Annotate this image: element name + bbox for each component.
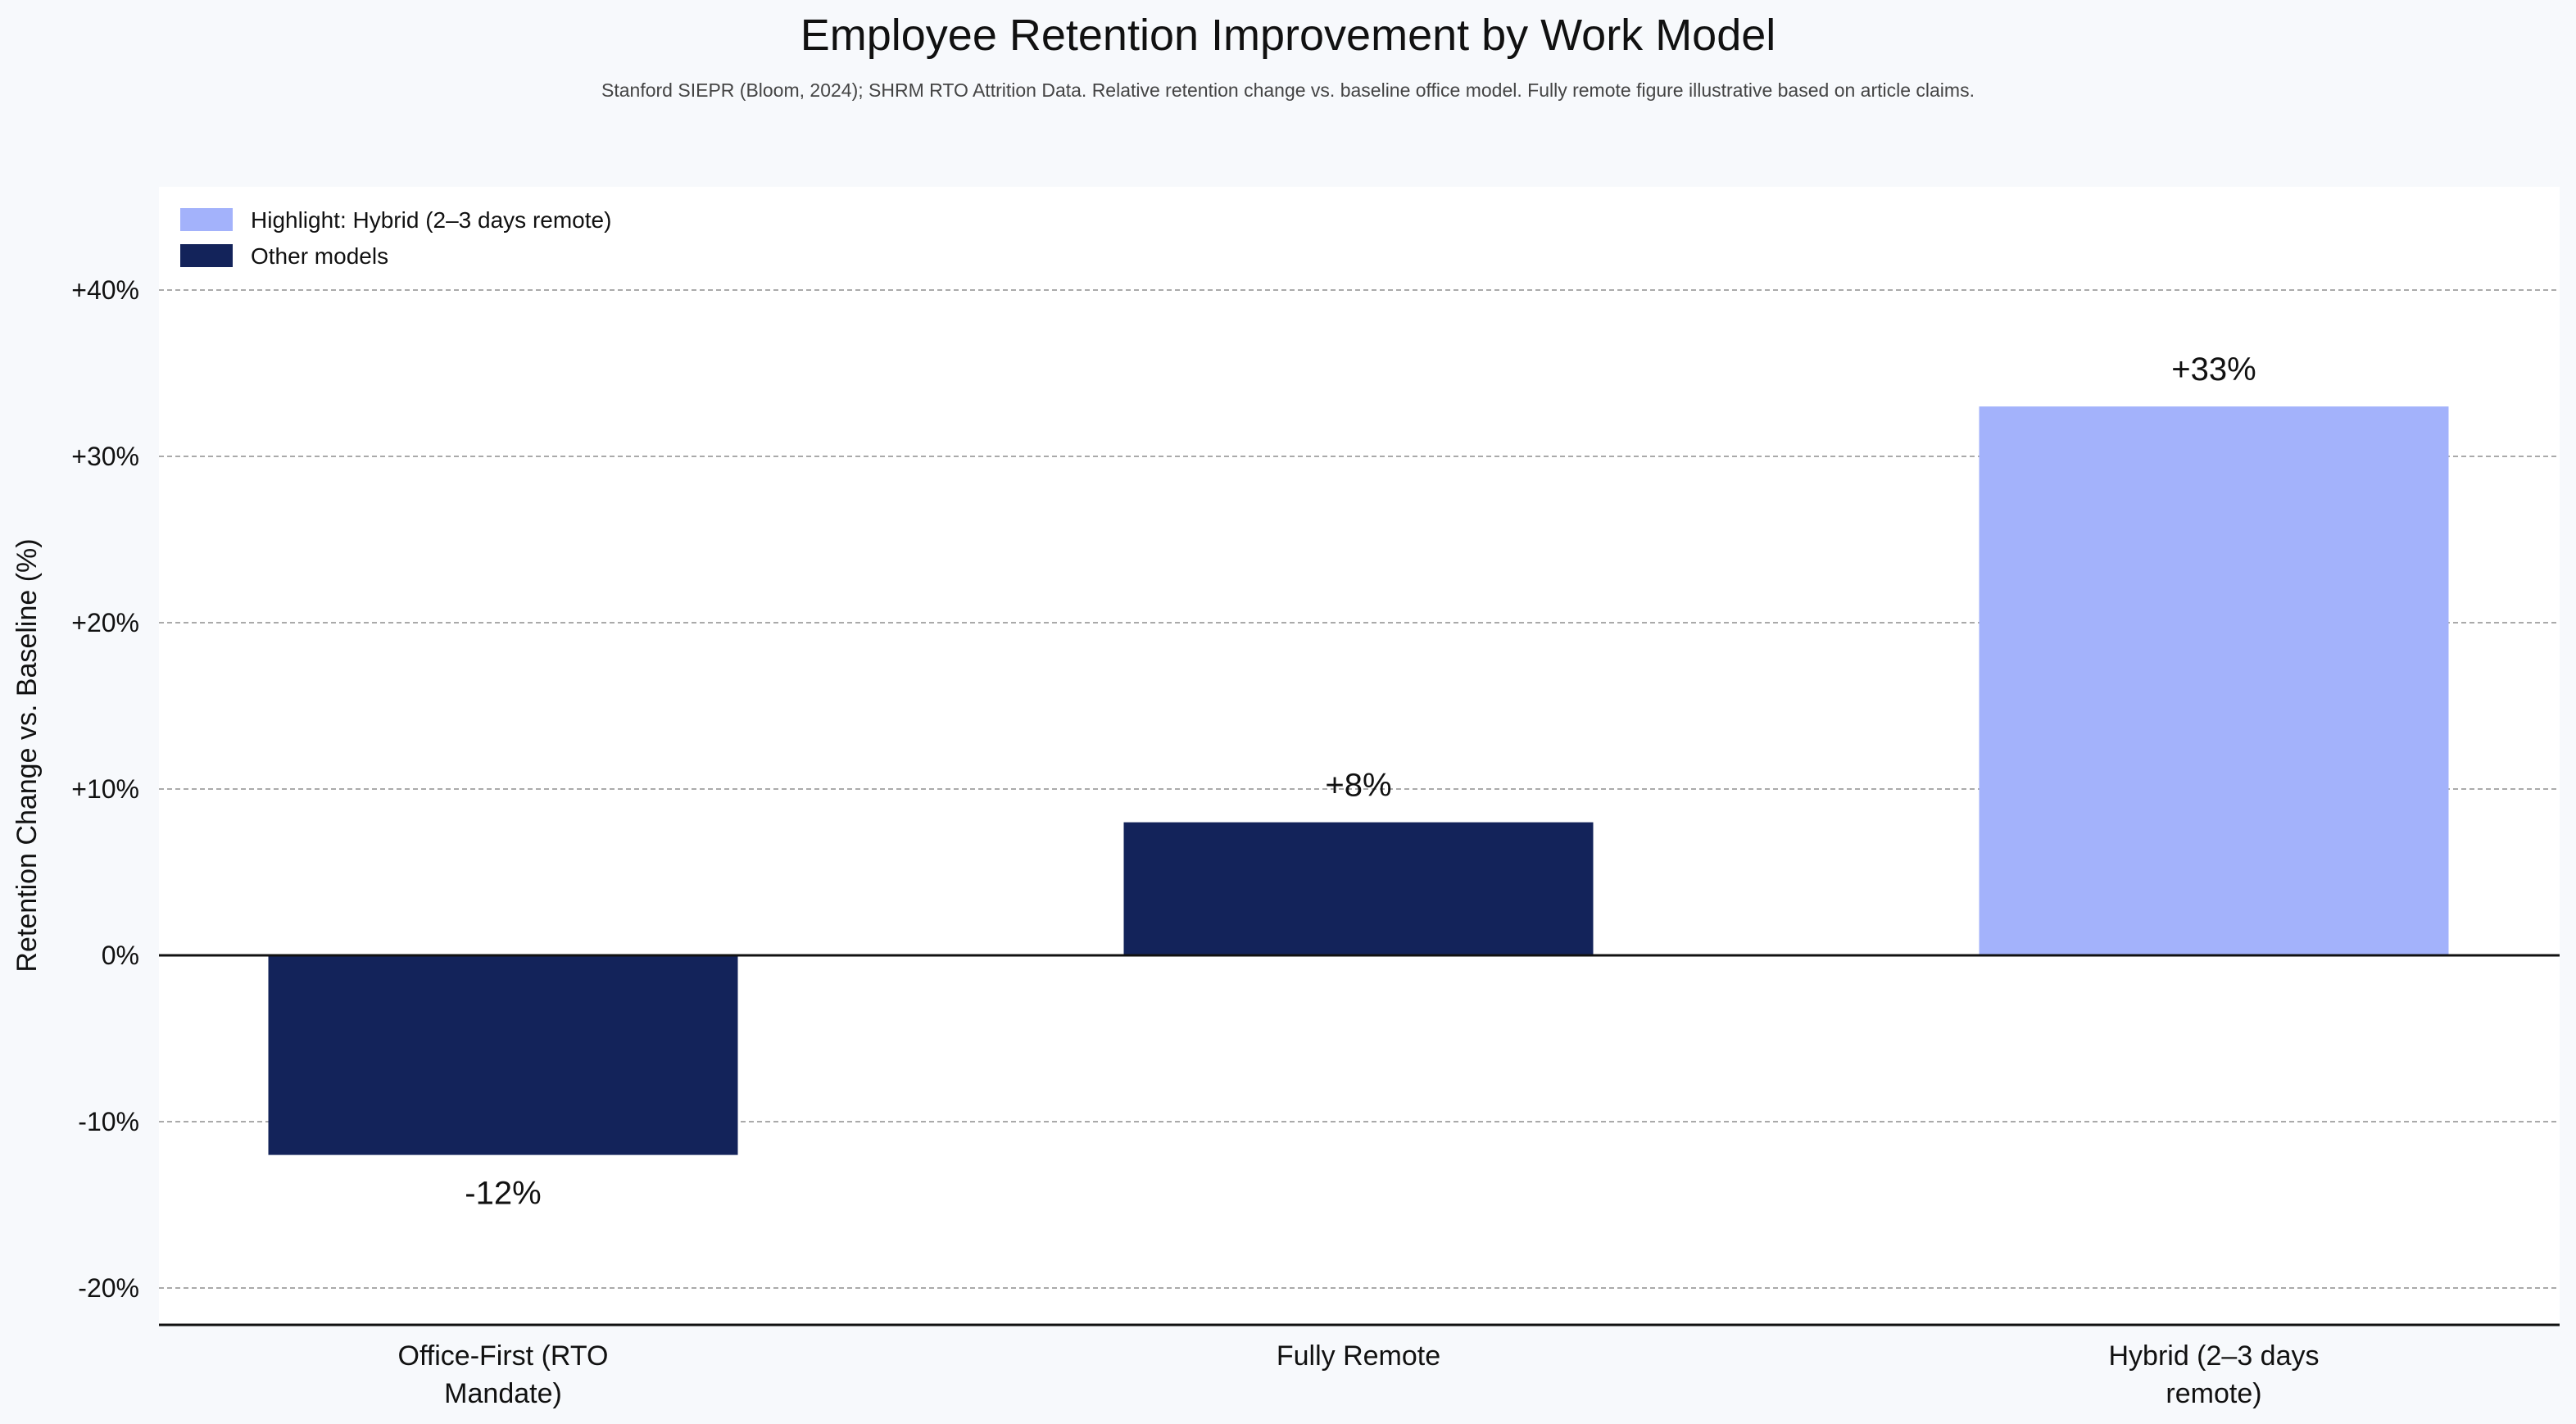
- legend: Highlight: Hybrid (2–3 days remote) Other…: [180, 207, 611, 269]
- x-tick-label: Fully Remote: [1277, 1340, 1440, 1372]
- bar: [268, 955, 738, 1155]
- bar: [1979, 406, 2449, 956]
- y-tick-label: +30%: [71, 442, 139, 471]
- chart-title: Employee Retention Improvement by Work M…: [800, 11, 1776, 60]
- y-tick-label: +10%: [71, 774, 139, 804]
- y-tick-label: 0%: [102, 941, 139, 970]
- x-tick-label-line: remote): [2166, 1378, 2261, 1409]
- y-axis-title: Retention Change vs. Baseline (%): [11, 538, 43, 972]
- bar: [1123, 822, 1594, 955]
- data-label: -12%: [465, 1176, 541, 1212]
- bars: [268, 406, 2449, 1155]
- axes: [159, 954, 2560, 1326]
- x-tick-label-line: Fully Remote: [1277, 1340, 1440, 1372]
- data-label: +33%: [2171, 351, 2256, 388]
- data-label: +8%: [1325, 768, 1391, 804]
- x-tick-label-line: Hybrid (2–3 days: [2108, 1340, 2319, 1372]
- legend-swatch: [180, 208, 233, 231]
- x-tick-label: Office-First (RTO Mandate): [398, 1340, 609, 1409]
- x-tick-label-line: Mandate): [444, 1378, 562, 1409]
- legend-swatch: [180, 244, 233, 267]
- y-tick-label: -10%: [78, 1107, 139, 1136]
- chart-subtitle: Stanford SIEPR (Bloom, 2024); SHRM RTO A…: [601, 79, 1975, 101]
- y-tick-label: +20%: [71, 608, 139, 637]
- x-tick-label: Hybrid (2–3 days remote): [2108, 1340, 2319, 1409]
- y-tick-label: +40%: [71, 275, 139, 305]
- labels: -20% -10% 0% +10% +20% +30% +40% -12% Office-Fir…: [11, 275, 2320, 1409]
- y-tick-label: -20%: [78, 1273, 139, 1303]
- legend-label: Other models: [251, 243, 388, 269]
- x-tick-label-line: Office-First (RTO: [398, 1340, 609, 1372]
- legend-label: Highlight: Hybrid (2–3 days remote): [251, 207, 611, 233]
